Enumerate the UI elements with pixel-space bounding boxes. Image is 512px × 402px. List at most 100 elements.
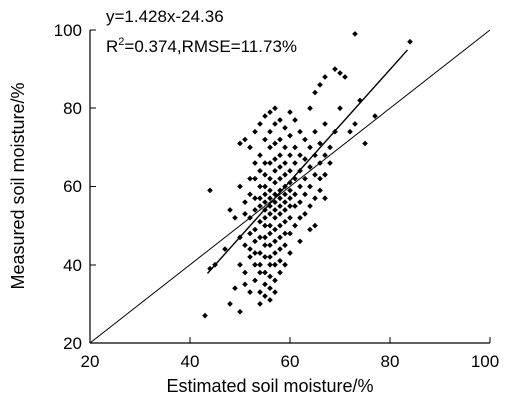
data-point	[322, 152, 328, 159]
fit-statistics: R2=0.374,RMSE=11.73%	[106, 36, 297, 56]
data-point	[222, 246, 228, 252]
data-point	[312, 152, 318, 159]
data-point	[277, 164, 283, 170]
data-point	[262, 222, 268, 229]
data-point	[242, 269, 248, 276]
data-point	[262, 214, 268, 221]
data-point	[247, 246, 253, 252]
data-point	[272, 226, 278, 233]
data-point	[272, 121, 278, 127]
data-point	[267, 285, 273, 292]
data-point	[272, 105, 278, 112]
data-point	[242, 242, 248, 249]
data-point	[267, 297, 273, 303]
data-point	[302, 175, 308, 182]
data-point	[277, 246, 283, 252]
data-point	[292, 117, 298, 123]
data-point	[327, 160, 333, 166]
data-point	[257, 203, 263, 209]
data-point	[272, 168, 278, 174]
data-point	[282, 191, 288, 198]
data-point	[312, 222, 318, 229]
data-point	[257, 250, 263, 256]
data-point	[237, 261, 243, 268]
data-point	[282, 242, 288, 249]
data-point	[257, 121, 263, 127]
data-point	[317, 187, 323, 194]
data-point	[317, 175, 323, 182]
regression-equation: y=1.428x-24.36	[106, 7, 224, 26]
x-tick-label: 20	[81, 352, 100, 371]
data-point	[247, 289, 253, 295]
x-ticks: 20 40 60 80 100	[81, 337, 499, 371]
data-point	[272, 261, 278, 268]
data-point	[307, 144, 313, 151]
x-tick-label: 40	[181, 352, 200, 371]
data-point	[302, 156, 308, 162]
data-point	[272, 250, 278, 256]
plot-area	[89, 29, 491, 344]
data-point	[317, 140, 323, 147]
data-point	[267, 187, 273, 194]
data-point	[297, 128, 303, 135]
data-point	[287, 187, 293, 194]
data-point	[322, 195, 328, 202]
data-point	[277, 222, 283, 229]
data-point	[267, 195, 273, 202]
x-tick-label: 80	[381, 352, 400, 371]
data-point	[282, 207, 288, 213]
data-point	[332, 66, 338, 72]
data-point	[207, 265, 213, 272]
data-point	[257, 301, 263, 307]
y-tick-label: 40	[63, 256, 82, 275]
data-point	[322, 171, 328, 178]
data-point	[267, 222, 273, 229]
data-point	[332, 128, 338, 135]
data-point	[282, 261, 288, 268]
data-point	[257, 261, 263, 268]
data-point	[252, 128, 258, 135]
r-squared-superscript: 2	[118, 36, 124, 48]
data-point	[257, 234, 263, 241]
data-point	[282, 230, 288, 237]
data-point	[267, 128, 273, 135]
data-point	[272, 207, 278, 213]
data-point	[307, 105, 313, 112]
data-point	[277, 211, 283, 217]
data-point	[262, 199, 268, 205]
data-point	[322, 121, 328, 127]
data-point	[297, 183, 303, 190]
data-point	[262, 171, 268, 178]
data-point	[272, 140, 278, 147]
data-point	[277, 234, 283, 241]
data-point	[252, 261, 258, 268]
data-point	[407, 38, 413, 45]
data-point	[257, 269, 263, 276]
data-point	[272, 289, 278, 295]
data-point	[317, 160, 323, 166]
data-point	[232, 285, 238, 292]
data-point	[297, 152, 303, 159]
data-point	[262, 254, 268, 260]
data-point	[262, 183, 268, 190]
data-point	[347, 128, 353, 135]
data-point	[262, 242, 268, 249]
data-point	[352, 121, 358, 127]
data-point	[267, 230, 273, 237]
data-point	[282, 171, 288, 178]
data-point	[307, 183, 313, 190]
data-point	[262, 293, 268, 299]
data-point	[227, 301, 233, 307]
data-point	[277, 195, 283, 202]
data-point	[252, 175, 258, 182]
data-point	[252, 226, 258, 233]
data-point	[307, 226, 313, 233]
data-point	[287, 152, 293, 159]
data-point	[277, 175, 283, 182]
data-point	[267, 273, 273, 280]
data-point	[287, 230, 293, 237]
data-point	[257, 195, 263, 202]
data-point	[302, 191, 308, 198]
x-tick-label: 60	[281, 352, 300, 371]
